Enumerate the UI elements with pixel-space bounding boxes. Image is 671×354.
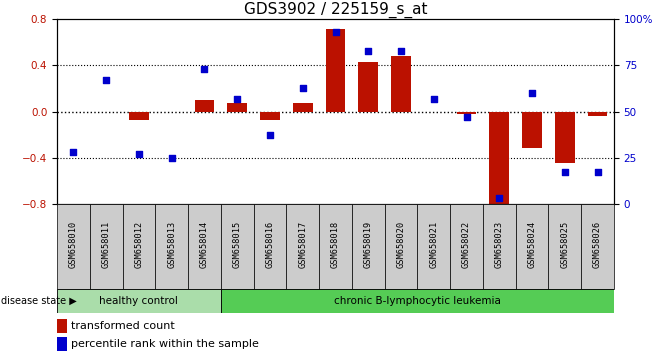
Text: disease state ▶: disease state ▶ [1, 296, 77, 306]
Bar [358, 62, 378, 112]
Point [363, 48, 374, 53]
Bar [260, 112, 280, 120]
Bar [57, 289, 221, 313]
Point [330, 29, 341, 35]
Text: GSM658010: GSM658010 [69, 221, 78, 268]
Text: GSM658019: GSM658019 [364, 221, 373, 268]
Point [166, 155, 177, 160]
Bar [548, 204, 581, 289]
Bar [188, 204, 221, 289]
Point [134, 151, 144, 157]
Bar [522, 112, 542, 148]
Bar [254, 204, 287, 289]
Bar [221, 289, 614, 313]
Bar [57, 337, 67, 351]
Bar [352, 204, 384, 289]
Point [527, 90, 537, 96]
Bar [483, 204, 516, 289]
Text: GSM658013: GSM658013 [167, 221, 176, 268]
Bar [90, 204, 123, 289]
Bar [450, 204, 483, 289]
Bar [287, 204, 319, 289]
Text: GSM658023: GSM658023 [495, 221, 504, 268]
Text: GSM658021: GSM658021 [429, 221, 438, 268]
Bar [155, 204, 188, 289]
Text: percentile rank within the sample: percentile rank within the sample [71, 339, 259, 349]
Bar [384, 204, 417, 289]
Bar [293, 103, 313, 112]
Point [494, 195, 505, 201]
Text: GSM658011: GSM658011 [102, 221, 111, 268]
Title: GDS3902 / 225159_s_at: GDS3902 / 225159_s_at [244, 2, 427, 18]
Text: GSM658016: GSM658016 [266, 221, 274, 268]
Text: GSM658020: GSM658020 [397, 221, 405, 268]
Text: GSM658014: GSM658014 [200, 221, 209, 268]
Bar [457, 112, 476, 114]
Text: GSM658015: GSM658015 [233, 221, 242, 268]
Point [396, 48, 407, 53]
Text: GSM658018: GSM658018 [331, 221, 340, 268]
Text: GSM658026: GSM658026 [593, 221, 602, 268]
Point [101, 78, 111, 83]
Point [68, 149, 79, 155]
Text: transformed count: transformed count [71, 321, 174, 331]
Bar [221, 204, 254, 289]
Text: GSM658012: GSM658012 [134, 221, 144, 268]
Bar [325, 29, 346, 112]
Bar [391, 56, 411, 112]
Point [560, 170, 570, 175]
Bar [195, 100, 214, 112]
Bar [489, 112, 509, 206]
Point [428, 96, 439, 102]
Bar [129, 112, 149, 120]
Bar [588, 112, 607, 116]
Bar [319, 204, 352, 289]
Text: chronic B-lymphocytic leukemia: chronic B-lymphocytic leukemia [334, 296, 501, 306]
Bar [123, 204, 155, 289]
Text: GSM658017: GSM658017 [298, 221, 307, 268]
Point [199, 66, 210, 72]
Point [264, 133, 275, 138]
Text: GSM658022: GSM658022 [462, 221, 471, 268]
Bar [581, 204, 614, 289]
Bar [555, 112, 574, 163]
Text: GSM658024: GSM658024 [527, 221, 537, 268]
Point [297, 85, 308, 90]
Bar [516, 204, 548, 289]
Point [592, 170, 603, 175]
Bar [57, 204, 90, 289]
Bar [57, 319, 67, 333]
Bar [227, 103, 247, 112]
Point [232, 96, 243, 102]
Text: healthy control: healthy control [99, 296, 178, 306]
Point [461, 114, 472, 120]
Bar [417, 204, 450, 289]
Text: GSM658025: GSM658025 [560, 221, 569, 268]
